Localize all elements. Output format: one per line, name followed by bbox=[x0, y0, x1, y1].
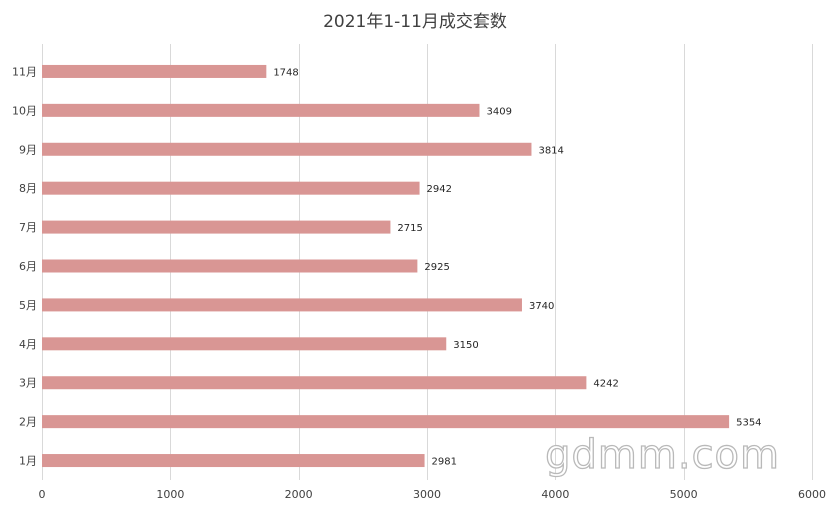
bar-7 bbox=[42, 220, 391, 234]
bar-1 bbox=[42, 454, 425, 468]
y-category-label: 4月 bbox=[19, 338, 37, 351]
y-category-label: 10月 bbox=[12, 104, 37, 117]
data-label: 4242 bbox=[593, 379, 618, 390]
bar-6 bbox=[42, 259, 418, 273]
x-tick-label: 2000 bbox=[285, 488, 313, 501]
y-category-label: 1月 bbox=[19, 455, 37, 468]
data-label: 3409 bbox=[486, 106, 511, 117]
bar-4 bbox=[42, 337, 447, 351]
data-labels: 2981 5354 4242 3150 3740 2925 2715 2942 3814 3409… bbox=[273, 67, 761, 467]
y-category-label: 3月 bbox=[19, 377, 37, 390]
x-tick-label: 5000 bbox=[670, 488, 698, 501]
bar-11 bbox=[42, 64, 267, 78]
y-category-label: 5月 bbox=[19, 299, 37, 312]
x-tick-label: 6000 bbox=[798, 488, 826, 501]
data-label: 3814 bbox=[538, 145, 563, 156]
x-tick-label: 0 bbox=[39, 488, 46, 501]
bar-8 bbox=[42, 181, 420, 195]
bar-9 bbox=[42, 142, 532, 156]
y-category-label: 6月 bbox=[19, 260, 37, 273]
value-axis: 0 1000 2000 3000 4000 5000 6000 bbox=[39, 488, 827, 501]
y-category-label: 2月 bbox=[19, 416, 37, 429]
bars bbox=[42, 64, 730, 468]
chart-title: 2021年1-11月成交套数 bbox=[323, 12, 507, 32]
x-tick-label: 4000 bbox=[541, 488, 569, 501]
bar-2 bbox=[42, 415, 730, 429]
bar-5 bbox=[42, 298, 522, 312]
x-tick-label: 3000 bbox=[413, 488, 441, 501]
data-label: 3740 bbox=[529, 301, 554, 312]
data-label: 2942 bbox=[427, 184, 452, 195]
watermark-text: gdmm.com bbox=[545, 432, 780, 478]
x-tick-label: 1000 bbox=[156, 488, 184, 501]
category-axis: 1月 2月 3月 4月 5月 6月 7月 8月 9月 10月 11月 bbox=[12, 65, 37, 467]
data-label: 5354 bbox=[736, 418, 761, 429]
bar-10 bbox=[42, 103, 480, 117]
data-label: 2715 bbox=[397, 223, 422, 234]
y-category-label: 9月 bbox=[19, 143, 37, 156]
data-label: 3150 bbox=[453, 340, 478, 351]
y-category-label: 7月 bbox=[19, 221, 37, 234]
data-label: 2925 bbox=[424, 262, 449, 273]
y-category-label: 11月 bbox=[12, 65, 37, 78]
data-label: 2981 bbox=[432, 457, 457, 468]
y-category-label: 8月 bbox=[19, 182, 37, 195]
bar-3 bbox=[42, 376, 587, 390]
data-label: 1748 bbox=[273, 67, 298, 78]
